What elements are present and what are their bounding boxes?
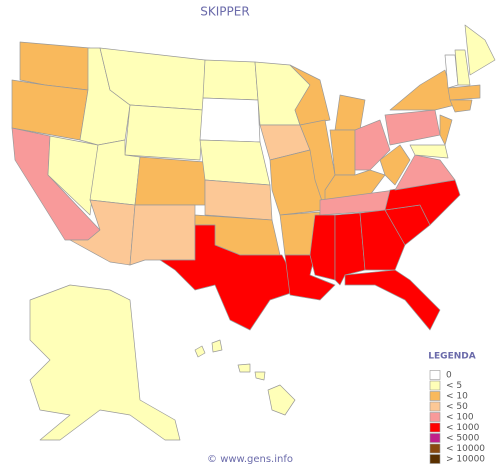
state — [194, 345, 206, 358]
footer: © www.gens.info — [207, 454, 293, 465]
state — [449, 99, 473, 113]
legend-swatch — [429, 370, 441, 380]
state — [211, 339, 223, 353]
map-title: SKIPPER — [200, 5, 249, 19]
state — [124, 104, 204, 161]
states — [11, 24, 496, 441]
state — [267, 384, 296, 416]
state — [159, 224, 301, 331]
state — [254, 371, 266, 381]
legend: 0< 5< 10< 50< 100< 1000< 5000< 10000> 10… — [429, 370, 485, 465]
state — [344, 269, 441, 331]
legend-swatch — [429, 422, 441, 433]
state — [202, 59, 259, 101]
state — [199, 97, 261, 143]
state — [409, 144, 449, 159]
legend-label: < 10000 — [446, 444, 485, 454]
state — [309, 214, 336, 281]
state — [447, 84, 481, 101]
legend-title: LEGENDA — [428, 352, 475, 362]
legend-swatch — [429, 412, 441, 422]
legend-label: < 1000 — [446, 423, 480, 433]
legend-label: > 10000 — [446, 455, 485, 465]
state — [129, 204, 196, 266]
legend-swatch — [429, 391, 441, 401]
state — [204, 179, 273, 221]
legend-swatch — [429, 401, 441, 412]
state — [359, 209, 406, 271]
legend-label: < 5000 — [446, 434, 480, 444]
state — [464, 24, 496, 76]
legend-label: < 10 — [446, 392, 468, 402]
state — [384, 109, 441, 146]
state — [389, 69, 456, 111]
state — [334, 94, 366, 131]
legend-label: 0 — [446, 371, 452, 381]
legend-label: < 5 — [446, 381, 462, 391]
state — [199, 139, 271, 186]
state — [29, 284, 181, 441]
state — [454, 49, 471, 86]
state — [394, 154, 456, 191]
legend-swatch — [429, 443, 441, 454]
legend-swatch — [429, 433, 441, 443]
legend-label: < 50 — [446, 402, 468, 412]
state — [237, 363, 251, 373]
legend-label: < 100 — [446, 413, 474, 423]
legend-swatch — [429, 454, 441, 464]
state — [134, 156, 206, 206]
state — [379, 144, 411, 186]
state — [439, 114, 453, 146]
legend-swatch — [429, 380, 441, 391]
state — [47, 135, 99, 216]
